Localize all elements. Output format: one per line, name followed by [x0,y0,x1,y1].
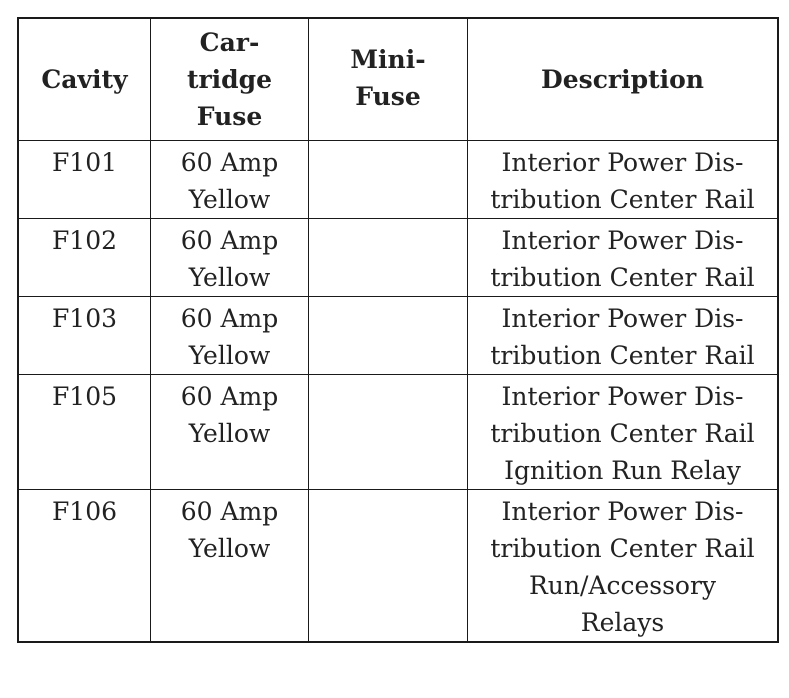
description-cell-line: Interior Power Dis- [501,303,744,333]
cartridge-fuse-cell: 60 Amp Yellow [150,217,309,297]
cartridge-fuse-cell: 60 Amp Yellow [150,488,309,642]
description-cell-line: Run/Accessory [528,570,717,600]
cavity-cell: F102 [17,217,151,297]
cavity-cell-text: F106 [51,496,118,526]
cartridge-fuse-cell-line: Yellow [188,184,271,214]
cartridge-fuse-cell-line: 60 Amp [180,147,279,177]
cavity-cell-text: F105 [51,381,118,411]
description-cell-line: tribution Center Rail [490,418,755,448]
cartridge-fuse-cell-line: Yellow [188,533,271,563]
description-cell: Interior Power Dis-tribution Center Rail… [467,373,779,490]
cavity-cell: F106 [17,488,151,642]
header-line: tridge [186,64,273,94]
description-cell-line: Interior Power Dis- [501,381,744,411]
mini-fuse-cell [308,488,468,642]
table-row: F105 60 Amp Yellow Interior Power Dis-tribu… [17,373,779,490]
description-cell-line: tribution Center Rail [490,340,755,370]
header-line: Fuse [196,101,263,131]
cartridge-fuse-cell-line: 60 Amp [180,303,279,333]
header-line: Mini- [350,45,426,74]
fuse-table: Cavity Car- tridge Fuse Mini- Fuse Descr… [17,17,779,643]
cartridge-fuse-cell-line: 60 Amp [180,225,279,255]
table-row: F102 60 Amp Yellow Interior Power Dis-tribu… [17,217,779,297]
cavity-cell-text: F102 [51,225,118,255]
cartridge-fuse-cell-line: 60 Amp [180,381,279,411]
table-row: F106 60 Amp Yellow Interior Power Dis-tribu… [17,488,779,642]
cavity-cell: F105 [17,373,151,490]
description-cell: Interior Power Dis-tribution Center Rail [467,139,779,219]
cartridge-fuse-cell: 60 Amp Yellow [150,295,309,375]
mini-fuse-cell [308,217,468,297]
table-row: F103 60 Amp Yellow Interior Power Dis-tribu… [17,295,779,375]
table-row: F101 60 Amp Yellow Interior Power Dis-tribu… [17,139,779,219]
cartridge-fuse-cell-line: 60 Amp [180,496,279,526]
header-description: Description [467,17,779,141]
description-cell: Interior Power Dis-tribution Center Rail [467,295,779,375]
description-cell: Interior Power Dis-tribution Center Rail… [467,488,779,642]
mini-fuse-cell [308,139,468,219]
mini-fuse-cell [308,373,468,490]
header-line: Cavity [41,64,128,94]
cartridge-fuse-cell-line: Yellow [188,340,271,370]
description-cell-line: Interior Power Dis- [501,147,744,177]
cartridge-fuse-cell: 60 Amp Yellow [150,139,309,219]
cavity-cell: F103 [17,295,151,375]
cavity-cell-text: F103 [51,303,118,333]
description-cell-line: tribution Center Rail [490,184,755,214]
header-row: Cavity Car- tridge Fuse Mini- Fuse Descr… [17,17,779,141]
description-cell-line: Interior Power Dis- [501,496,744,526]
header-line: Description [541,64,704,94]
cavity-cell-text: F101 [51,147,118,177]
description-cell-line: tribution Center Rail [490,262,755,292]
cartridge-fuse-cell: 60 Amp Yellow [150,373,309,490]
header-line: Fuse [355,82,421,111]
mini-fuse-cell [308,295,468,375]
description-cell-line: Interior Power Dis- [501,225,744,255]
header-cavity: Cavity [17,17,151,141]
header-mini-fuse: Mini- Fuse [308,17,468,141]
description-cell-line: Ignition Run Relay [504,455,741,485]
cartridge-fuse-cell-line: Yellow [188,418,271,448]
header-cartridge-fuse: Car- tridge Fuse [150,17,309,141]
cartridge-fuse-cell-line: Yellow [188,262,271,292]
description-cell: Interior Power Dis-tribution Center Rail [467,217,779,297]
cavity-cell: F101 [17,139,151,219]
description-cell-line: Relays [580,607,665,637]
description-cell-line: tribution Center Rail [490,533,755,563]
header-line: Car- [199,27,260,57]
